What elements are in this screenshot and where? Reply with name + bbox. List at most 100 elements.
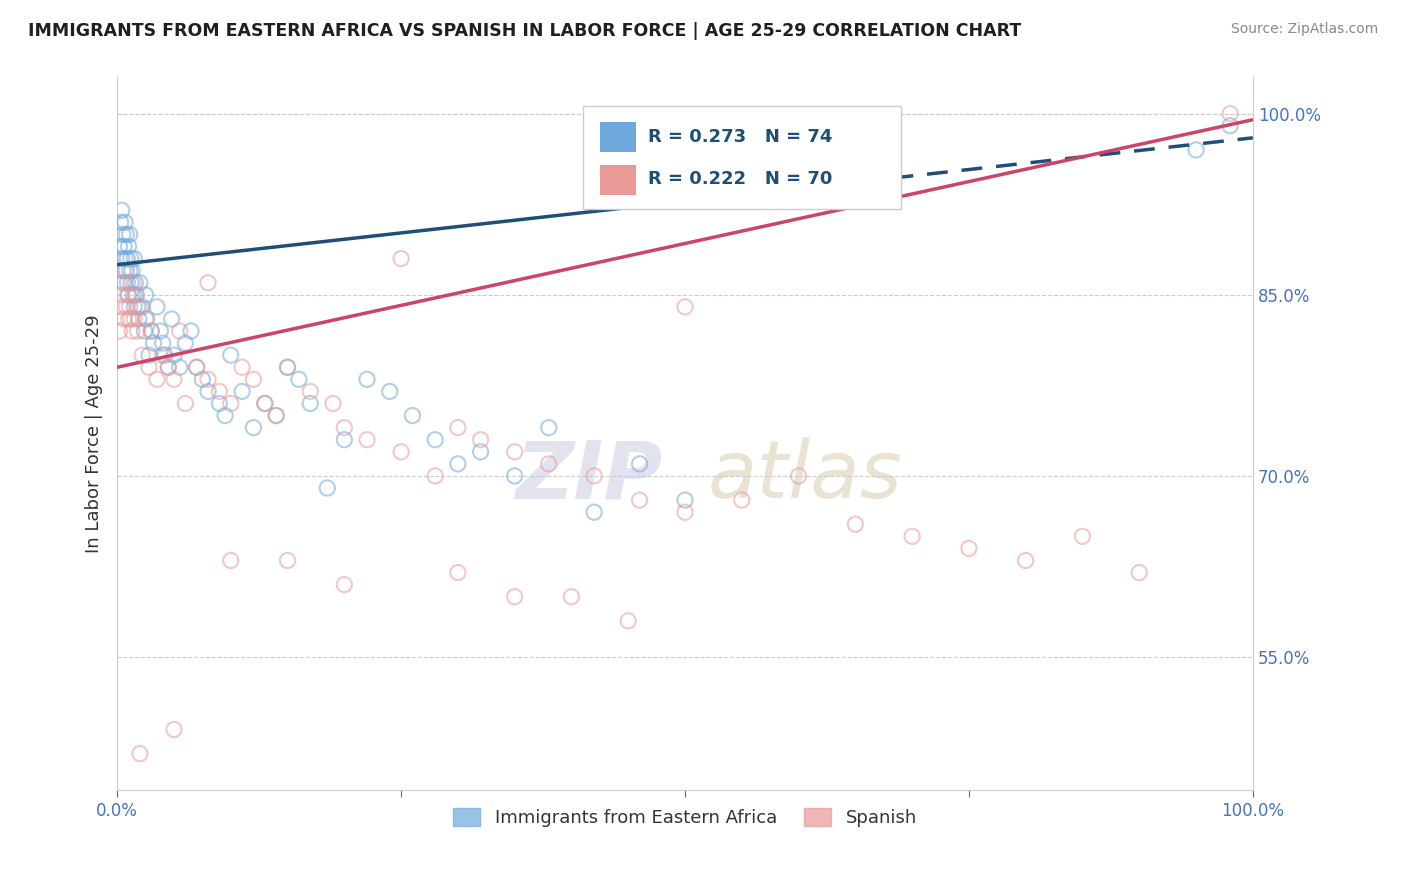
Point bbox=[142, 336, 165, 351]
Point bbox=[135, 287, 157, 301]
Point bbox=[299, 384, 322, 399]
Point bbox=[122, 312, 145, 326]
Point bbox=[169, 360, 191, 375]
Point bbox=[787, 469, 810, 483]
Point bbox=[356, 372, 378, 386]
Point bbox=[264, 409, 287, 423]
Point bbox=[117, 252, 139, 266]
Text: Source: ZipAtlas.com: Source: ZipAtlas.com bbox=[1230, 22, 1378, 37]
Text: ZIP: ZIP bbox=[515, 437, 662, 516]
Point bbox=[264, 409, 287, 423]
Point bbox=[503, 469, 526, 483]
Point bbox=[114, 252, 136, 266]
Point bbox=[231, 360, 253, 375]
Point bbox=[128, 312, 150, 326]
Point bbox=[163, 372, 186, 386]
Point bbox=[114, 263, 136, 277]
Point bbox=[628, 493, 651, 508]
Point bbox=[288, 372, 311, 386]
Point bbox=[111, 263, 134, 277]
Point bbox=[617, 614, 640, 628]
Point bbox=[389, 252, 412, 266]
Point bbox=[129, 300, 152, 314]
Point bbox=[112, 312, 135, 326]
Point bbox=[1219, 119, 1241, 133]
Point bbox=[277, 360, 299, 375]
Point bbox=[503, 444, 526, 458]
Point bbox=[131, 348, 153, 362]
Point bbox=[401, 409, 423, 423]
Point bbox=[117, 312, 139, 326]
Point bbox=[120, 276, 142, 290]
Point bbox=[1219, 106, 1241, 120]
Point bbox=[299, 396, 322, 410]
Point bbox=[117, 239, 139, 253]
Point bbox=[149, 324, 172, 338]
Point bbox=[197, 372, 219, 386]
Point bbox=[901, 529, 924, 543]
Point bbox=[108, 324, 131, 338]
Point bbox=[219, 553, 242, 567]
Point bbox=[135, 312, 157, 326]
Point bbox=[110, 287, 132, 301]
Point bbox=[129, 747, 152, 761]
Point bbox=[333, 433, 356, 447]
Point bbox=[253, 396, 276, 410]
Point bbox=[127, 324, 149, 338]
Point bbox=[378, 384, 401, 399]
Text: IMMIGRANTS FROM EASTERN AFRICA VS SPANISH IN LABOR FORCE | AGE 25-29 CORRELATION: IMMIGRANTS FROM EASTERN AFRICA VS SPANIS… bbox=[28, 22, 1021, 40]
Point bbox=[138, 348, 160, 362]
Point bbox=[277, 360, 299, 375]
Point bbox=[186, 360, 208, 375]
Point bbox=[537, 457, 560, 471]
Point bbox=[152, 348, 174, 362]
Point bbox=[277, 553, 299, 567]
Point bbox=[122, 252, 145, 266]
Point bbox=[115, 263, 138, 277]
Point bbox=[174, 336, 197, 351]
Text: R = 0.273   N = 74: R = 0.273 N = 74 bbox=[648, 128, 832, 145]
Point bbox=[253, 396, 276, 410]
Point bbox=[191, 372, 214, 386]
Point bbox=[120, 252, 142, 266]
Point bbox=[560, 590, 582, 604]
Point bbox=[174, 396, 197, 410]
Point bbox=[447, 566, 470, 580]
Point bbox=[118, 300, 141, 314]
Point bbox=[844, 517, 866, 532]
Point bbox=[231, 384, 253, 399]
Text: R = 0.222   N = 70: R = 0.222 N = 70 bbox=[648, 170, 832, 188]
Point bbox=[153, 348, 176, 362]
Point bbox=[389, 444, 412, 458]
Point bbox=[208, 396, 231, 410]
Point bbox=[157, 360, 180, 375]
Point bbox=[146, 300, 169, 314]
Point bbox=[122, 300, 145, 314]
Point bbox=[146, 372, 169, 386]
Point bbox=[1071, 529, 1094, 543]
Point bbox=[242, 372, 264, 386]
Point bbox=[628, 457, 651, 471]
Point bbox=[111, 300, 134, 314]
Point bbox=[108, 239, 131, 253]
Point bbox=[114, 215, 136, 229]
Point bbox=[673, 493, 696, 508]
Point bbox=[208, 384, 231, 399]
Point bbox=[124, 287, 146, 301]
Point bbox=[127, 300, 149, 314]
Point bbox=[117, 287, 139, 301]
Point bbox=[111, 227, 134, 242]
Point bbox=[673, 505, 696, 519]
Point bbox=[470, 433, 492, 447]
Point bbox=[425, 433, 447, 447]
Point bbox=[503, 590, 526, 604]
Point bbox=[425, 469, 447, 483]
Point bbox=[121, 263, 143, 277]
FancyBboxPatch shape bbox=[600, 165, 636, 195]
Point bbox=[447, 457, 470, 471]
Point bbox=[316, 481, 339, 495]
Point bbox=[138, 360, 160, 375]
Legend: Immigrants from Eastern Africa, Spanish: Immigrants from Eastern Africa, Spanish bbox=[446, 800, 924, 834]
Point bbox=[122, 287, 145, 301]
Point bbox=[731, 493, 754, 508]
